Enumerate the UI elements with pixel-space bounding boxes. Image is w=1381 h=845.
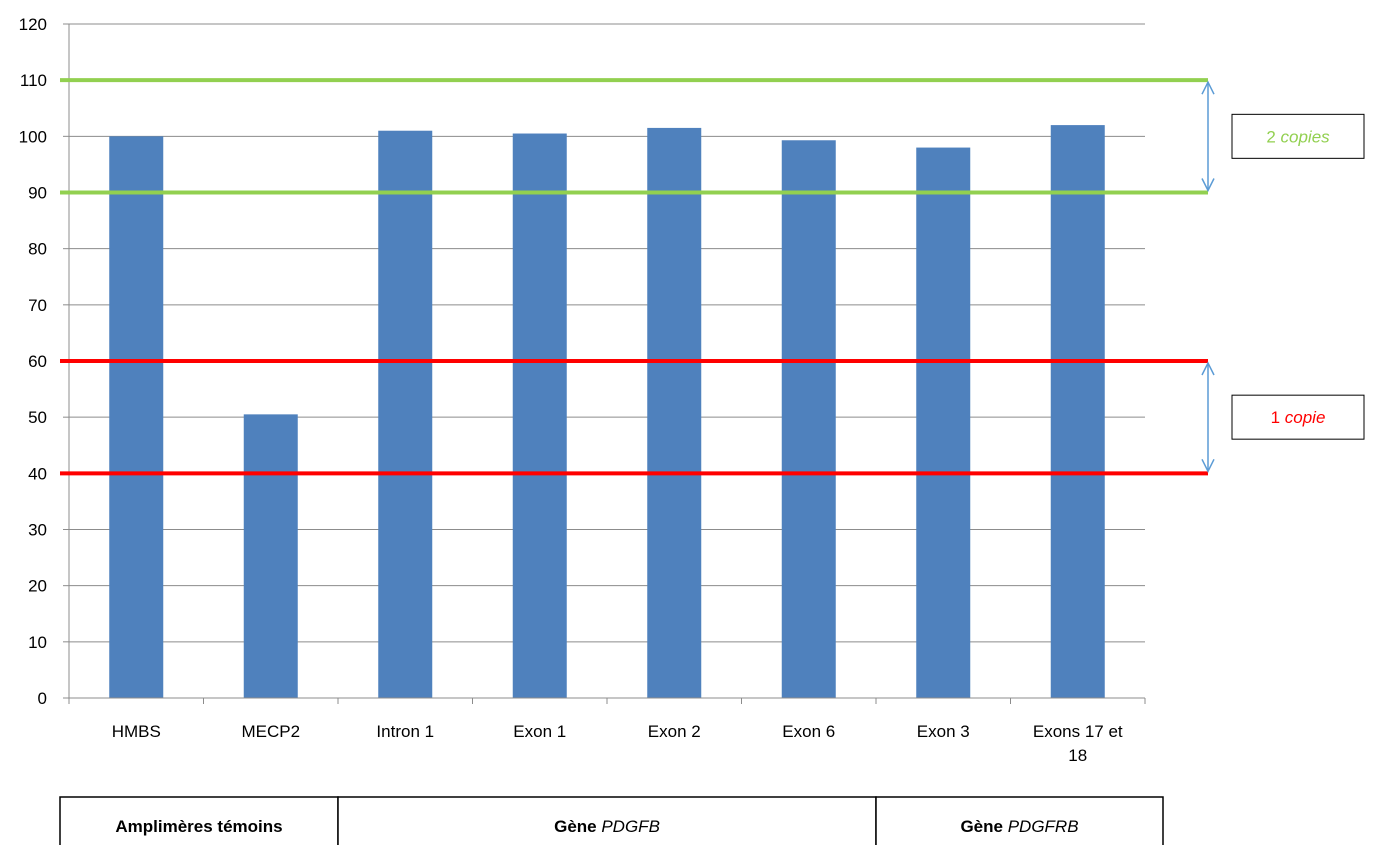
group-cell: Amplimères témoins	[59, 796, 339, 845]
y-tick-label: 20	[28, 577, 47, 596]
x-tick-label: HMBS	[112, 722, 161, 741]
annotation-label: 2 copies	[1266, 127, 1330, 146]
y-tick-label: 10	[28, 633, 47, 652]
copy-annotation: 1 copie	[1201, 361, 1365, 474]
bar	[512, 133, 567, 698]
x-tick-labels: HMBS MECP2 Intron 1 Exon 1 Exon 2 Exon 6 Exon …	[112, 722, 1123, 765]
group-table: Amplimères témoins Gène PDGFB Gène PDGFRB	[59, 796, 1164, 845]
y-tick-label: 60	[28, 352, 47, 371]
x-tick-label: Intron 1	[376, 722, 434, 741]
y-tick-label: 90	[28, 184, 47, 203]
arrow-head-up	[1201, 80, 1215, 95]
group-prefix: Gène	[960, 817, 1007, 836]
x-tick-label: Exon 6	[782, 722, 835, 741]
y-tick-label: 0	[38, 689, 47, 708]
gridlines	[69, 23, 1145, 643]
y-tick-label: 40	[28, 464, 47, 483]
bar	[243, 414, 298, 698]
annotation-box	[1231, 113, 1365, 159]
group-box	[875, 796, 1164, 845]
axes	[63, 23, 1146, 704]
y-tick-label: 50	[28, 408, 47, 427]
group-prefix: Gène	[554, 817, 601, 836]
bar	[916, 147, 971, 699]
copy-annotations: 2 copies 1 copie	[1201, 80, 1365, 474]
y-tick-label: 80	[28, 240, 47, 259]
group-cell: Gène PDGFRB	[875, 796, 1164, 845]
bar	[378, 130, 433, 698]
annotation-word: copie	[1285, 408, 1326, 427]
y-tick-label: 100	[19, 127, 47, 146]
arrow-head-down	[1201, 178, 1215, 193]
group-prefix: Amplimères témoins	[115, 817, 282, 836]
threshold-lines	[60, 78, 1208, 476]
y-tick-label: 110	[20, 71, 47, 90]
bar	[1050, 125, 1105, 699]
y-tick-labels: 0 10 20 30 40 50 60 70 80 90 100 110 120	[19, 15, 47, 708]
annotation-label: 1 copie	[1271, 408, 1326, 427]
group-cell: Gène PDGFB	[337, 796, 877, 845]
group-box	[337, 796, 877, 845]
y-tick-label: 70	[28, 296, 47, 315]
group-label: Amplimères témoins	[115, 817, 282, 836]
x-tick-label: 18	[1068, 746, 1087, 765]
annotation-count: 2	[1266, 127, 1280, 146]
bars	[109, 125, 1105, 699]
arrow-head-down	[1201, 458, 1215, 474]
x-tick-label: Exon 1	[513, 722, 566, 741]
group-gene: PDGFRB	[1008, 817, 1079, 836]
y-tick-label: 30	[28, 521, 47, 540]
group-gene: PDGFB	[601, 817, 660, 836]
x-tick-label: MECP2	[241, 722, 300, 741]
bar	[109, 136, 164, 699]
bar	[647, 127, 702, 699]
arrow-head-up	[1201, 361, 1215, 376]
annotation-count: 1	[1271, 408, 1285, 427]
copy-annotation: 2 copies	[1201, 80, 1365, 193]
x-tick-label: Exons 17 et	[1033, 722, 1123, 741]
group-label: Gène PDGFRB	[960, 817, 1078, 836]
bar	[781, 140, 836, 698]
group-label: Gène PDGFB	[554, 817, 660, 836]
annotation-word: copies	[1281, 127, 1331, 146]
annotation-box	[1231, 394, 1365, 440]
x-tick-label: Exon 3	[917, 722, 970, 741]
x-tick-label: Exon 2	[648, 722, 701, 741]
y-tick-label: 120	[19, 15, 47, 34]
